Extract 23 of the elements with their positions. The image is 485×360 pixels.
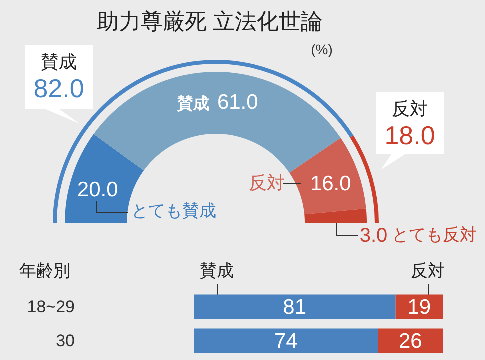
text: (%)	[311, 41, 333, 58]
slice-label: 賛成	[41, 52, 77, 73]
data-label: 20.0	[77, 178, 118, 202]
slice-label: とても賛成	[131, 202, 216, 222]
data-label: 61.0	[217, 91, 258, 114]
data-label: 74	[274, 330, 298, 353]
data-label: 26	[398, 330, 422, 353]
series-label: 賛成	[200, 262, 234, 282]
series-label: 反対	[411, 262, 446, 282]
chart-title: 助力尊厳死 立法化世論	[96, 8, 324, 34]
y-axis-title: 年齢別	[20, 262, 70, 282]
data-label: 19	[408, 296, 432, 319]
data-label: 81	[283, 296, 307, 319]
slice-label: 賛成	[177, 96, 210, 113]
y-tick-label: 18~29	[27, 298, 75, 317]
slice-label: 反対	[248, 173, 285, 194]
slice-label: とても反対	[392, 226, 477, 246]
data-label: 16.0	[310, 172, 352, 196]
data-label: 18.0	[384, 120, 436, 151]
data-label: 3.0	[360, 225, 388, 248]
slice-label: 反対	[392, 99, 428, 120]
y-tick-label: 30	[56, 332, 75, 351]
data-label: 82.0	[34, 74, 84, 104]
